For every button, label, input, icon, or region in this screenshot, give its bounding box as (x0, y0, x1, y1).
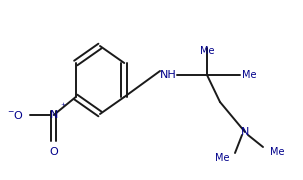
Text: Me: Me (270, 147, 285, 157)
Text: N: N (241, 127, 249, 137)
Text: Me: Me (215, 153, 230, 163)
Text: NH: NH (160, 70, 176, 80)
Text: Me: Me (200, 46, 214, 56)
Text: N: N (50, 110, 58, 120)
Text: Me: Me (242, 70, 257, 80)
Text: $^+$: $^+$ (59, 101, 66, 110)
Text: O: O (49, 147, 58, 157)
Text: $^{-}$O: $^{-}$O (7, 109, 24, 121)
